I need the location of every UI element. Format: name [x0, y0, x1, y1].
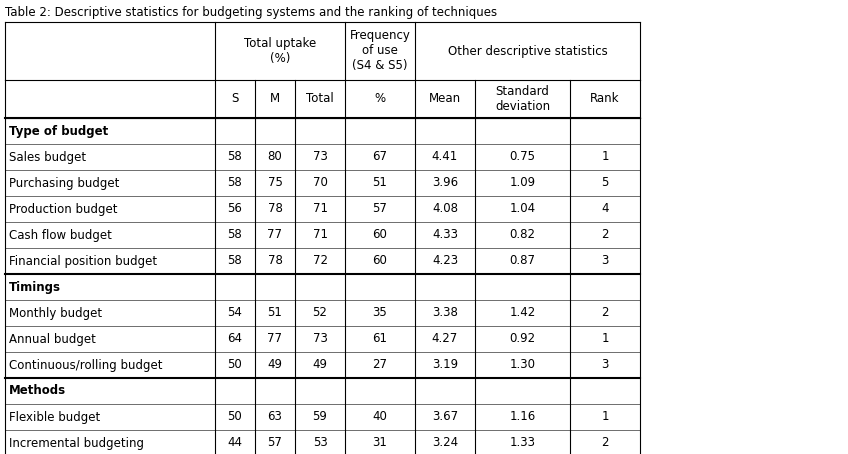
Text: Continuous/rolling budget: Continuous/rolling budget [9, 359, 163, 371]
Text: 1: 1 [601, 332, 609, 345]
Text: 58: 58 [227, 150, 243, 163]
Text: 4.33: 4.33 [432, 228, 458, 242]
Text: 3.38: 3.38 [432, 306, 458, 320]
Text: Total: Total [306, 93, 334, 105]
Text: 3.67: 3.67 [432, 410, 458, 424]
Text: 44: 44 [227, 436, 243, 449]
Text: 57: 57 [372, 202, 388, 216]
Text: 53: 53 [313, 436, 327, 449]
Text: 60: 60 [372, 228, 388, 242]
Text: 35: 35 [372, 306, 388, 320]
Text: Financial position budget: Financial position budget [9, 255, 157, 267]
Text: Standard
deviation: Standard deviation [495, 85, 550, 113]
Text: 77: 77 [267, 332, 282, 345]
Text: Frequency
of use
(S4 & S5): Frequency of use (S4 & S5) [349, 30, 410, 73]
Text: 3: 3 [601, 359, 609, 371]
Text: Monthly budget: Monthly budget [9, 306, 102, 320]
Text: 4.41: 4.41 [432, 150, 458, 163]
Text: 4.23: 4.23 [432, 255, 458, 267]
Text: 73: 73 [313, 332, 327, 345]
Text: 1.16: 1.16 [510, 410, 536, 424]
Text: 58: 58 [227, 177, 243, 189]
Text: Purchasing budget: Purchasing budget [9, 177, 120, 189]
Text: Type of budget: Type of budget [9, 124, 109, 138]
Text: 72: 72 [313, 255, 327, 267]
Text: 1.33: 1.33 [510, 436, 535, 449]
Text: 1.09: 1.09 [510, 177, 536, 189]
Text: 51: 51 [268, 306, 282, 320]
Text: 78: 78 [268, 202, 282, 216]
Text: 1.30: 1.30 [510, 359, 535, 371]
Text: 64: 64 [227, 332, 243, 345]
Text: 61: 61 [372, 332, 388, 345]
Text: 58: 58 [227, 255, 243, 267]
Text: 1: 1 [601, 150, 609, 163]
Text: 58: 58 [227, 228, 243, 242]
Text: Table 2: Descriptive statistics for budgeting systems and the ranking of techniq: Table 2: Descriptive statistics for budg… [5, 6, 497, 19]
Text: M: M [270, 93, 280, 105]
Text: 2: 2 [601, 306, 609, 320]
Text: 49: 49 [313, 359, 327, 371]
Text: Mean: Mean [429, 93, 461, 105]
Text: 57: 57 [268, 436, 282, 449]
Text: Sales budget: Sales budget [9, 150, 86, 163]
Text: 2: 2 [601, 436, 609, 449]
Text: Flexible budget: Flexible budget [9, 410, 100, 424]
Text: 73: 73 [313, 150, 327, 163]
Text: Total uptake
(%): Total uptake (%) [244, 37, 316, 65]
Text: Incremental budgeting: Incremental budgeting [9, 436, 144, 449]
Text: 80: 80 [268, 150, 282, 163]
Text: 3.96: 3.96 [432, 177, 458, 189]
Text: 0.87: 0.87 [510, 255, 535, 267]
Text: 3.19: 3.19 [432, 359, 458, 371]
Text: 71: 71 [313, 228, 327, 242]
Text: 3.24: 3.24 [432, 436, 458, 449]
Text: 49: 49 [267, 359, 282, 371]
Text: 0.82: 0.82 [510, 228, 535, 242]
Text: 4.27: 4.27 [432, 332, 458, 345]
Text: 27: 27 [372, 359, 388, 371]
Text: 52: 52 [313, 306, 327, 320]
Text: 31: 31 [372, 436, 388, 449]
Text: 63: 63 [268, 410, 282, 424]
Text: 0.75: 0.75 [510, 150, 535, 163]
Text: %: % [375, 93, 386, 105]
Text: 54: 54 [227, 306, 243, 320]
Text: 50: 50 [227, 410, 243, 424]
Text: Methods: Methods [9, 385, 66, 398]
Text: S: S [232, 93, 238, 105]
Text: 51: 51 [372, 177, 388, 189]
Text: 4.08: 4.08 [432, 202, 458, 216]
Text: 1.42: 1.42 [510, 306, 536, 320]
Text: 77: 77 [267, 228, 282, 242]
Text: 75: 75 [268, 177, 282, 189]
Text: Timings: Timings [9, 281, 61, 293]
Text: 0.92: 0.92 [510, 332, 536, 345]
Text: 70: 70 [313, 177, 327, 189]
Text: 40: 40 [372, 410, 388, 424]
Text: Other descriptive statistics: Other descriptive statistics [448, 44, 607, 58]
Text: Annual budget: Annual budget [9, 332, 96, 345]
Text: 1.04: 1.04 [510, 202, 536, 216]
Text: 59: 59 [313, 410, 327, 424]
Text: 71: 71 [313, 202, 327, 216]
Text: 1: 1 [601, 410, 609, 424]
Text: 2: 2 [601, 228, 609, 242]
Text: 5: 5 [601, 177, 609, 189]
Text: 56: 56 [227, 202, 243, 216]
Text: Production budget: Production budget [9, 202, 118, 216]
Text: 4: 4 [601, 202, 609, 216]
Text: Cash flow budget: Cash flow budget [9, 228, 112, 242]
Text: 3: 3 [601, 255, 609, 267]
Text: Rank: Rank [590, 93, 620, 105]
Text: 50: 50 [227, 359, 243, 371]
Text: 67: 67 [372, 150, 388, 163]
Text: 60: 60 [372, 255, 388, 267]
Text: 78: 78 [268, 255, 282, 267]
